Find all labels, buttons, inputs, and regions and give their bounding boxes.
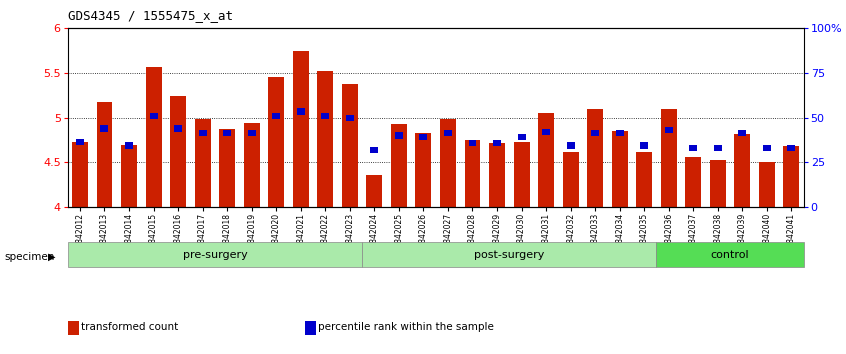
Bar: [440, 119, 456, 207]
Bar: [567, 142, 574, 149]
Bar: [342, 84, 358, 207]
Bar: [195, 120, 211, 207]
Text: percentile rank within the sample: percentile rank within the sample: [318, 322, 494, 332]
Bar: [146, 67, 162, 207]
Bar: [125, 142, 133, 149]
Bar: [759, 162, 775, 207]
Bar: [587, 109, 603, 207]
Bar: [317, 71, 333, 207]
Bar: [174, 125, 182, 132]
Bar: [248, 130, 255, 136]
Bar: [763, 145, 771, 151]
Bar: [710, 160, 726, 207]
Bar: [518, 134, 525, 141]
Bar: [739, 130, 746, 136]
Bar: [685, 157, 701, 207]
Bar: [121, 144, 137, 207]
Bar: [636, 152, 652, 207]
Bar: [244, 123, 260, 207]
Bar: [444, 130, 452, 136]
Bar: [788, 145, 795, 151]
Bar: [563, 152, 579, 207]
Text: transformed count: transformed count: [81, 322, 179, 332]
Bar: [366, 175, 382, 207]
Bar: [464, 140, 481, 207]
Bar: [391, 124, 407, 207]
Bar: [362, 242, 656, 267]
Bar: [297, 108, 305, 115]
Bar: [420, 134, 427, 141]
Bar: [489, 143, 505, 207]
Bar: [656, 242, 804, 267]
Bar: [714, 145, 722, 151]
Text: pre-surgery: pre-surgery: [183, 250, 247, 260]
Bar: [96, 102, 113, 207]
Text: ▶: ▶: [47, 252, 55, 262]
Bar: [612, 131, 628, 207]
Bar: [268, 78, 284, 207]
Bar: [514, 142, 530, 207]
Bar: [640, 142, 648, 149]
Bar: [415, 133, 431, 207]
Bar: [72, 142, 88, 207]
Text: post-surgery: post-surgery: [474, 250, 545, 260]
Bar: [371, 147, 378, 153]
Bar: [734, 134, 750, 207]
Bar: [272, 113, 280, 119]
Bar: [68, 242, 362, 267]
Bar: [293, 51, 309, 207]
Bar: [150, 113, 157, 119]
Bar: [493, 139, 501, 146]
Bar: [542, 129, 550, 135]
Bar: [689, 145, 697, 151]
Bar: [199, 130, 206, 136]
Text: control: control: [711, 250, 750, 260]
Bar: [469, 139, 476, 146]
Bar: [346, 115, 354, 121]
Bar: [170, 96, 186, 207]
Text: GDS4345 / 1555475_x_at: GDS4345 / 1555475_x_at: [68, 9, 233, 22]
Bar: [101, 125, 108, 132]
Bar: [665, 127, 673, 133]
Bar: [616, 130, 624, 136]
Bar: [223, 130, 231, 136]
Bar: [661, 109, 677, 207]
Bar: [538, 113, 554, 207]
Bar: [591, 130, 599, 136]
Text: specimen: specimen: [4, 252, 55, 262]
Bar: [395, 132, 403, 139]
Bar: [219, 129, 235, 207]
Bar: [783, 146, 799, 207]
Bar: [321, 113, 329, 119]
Bar: [76, 139, 84, 145]
